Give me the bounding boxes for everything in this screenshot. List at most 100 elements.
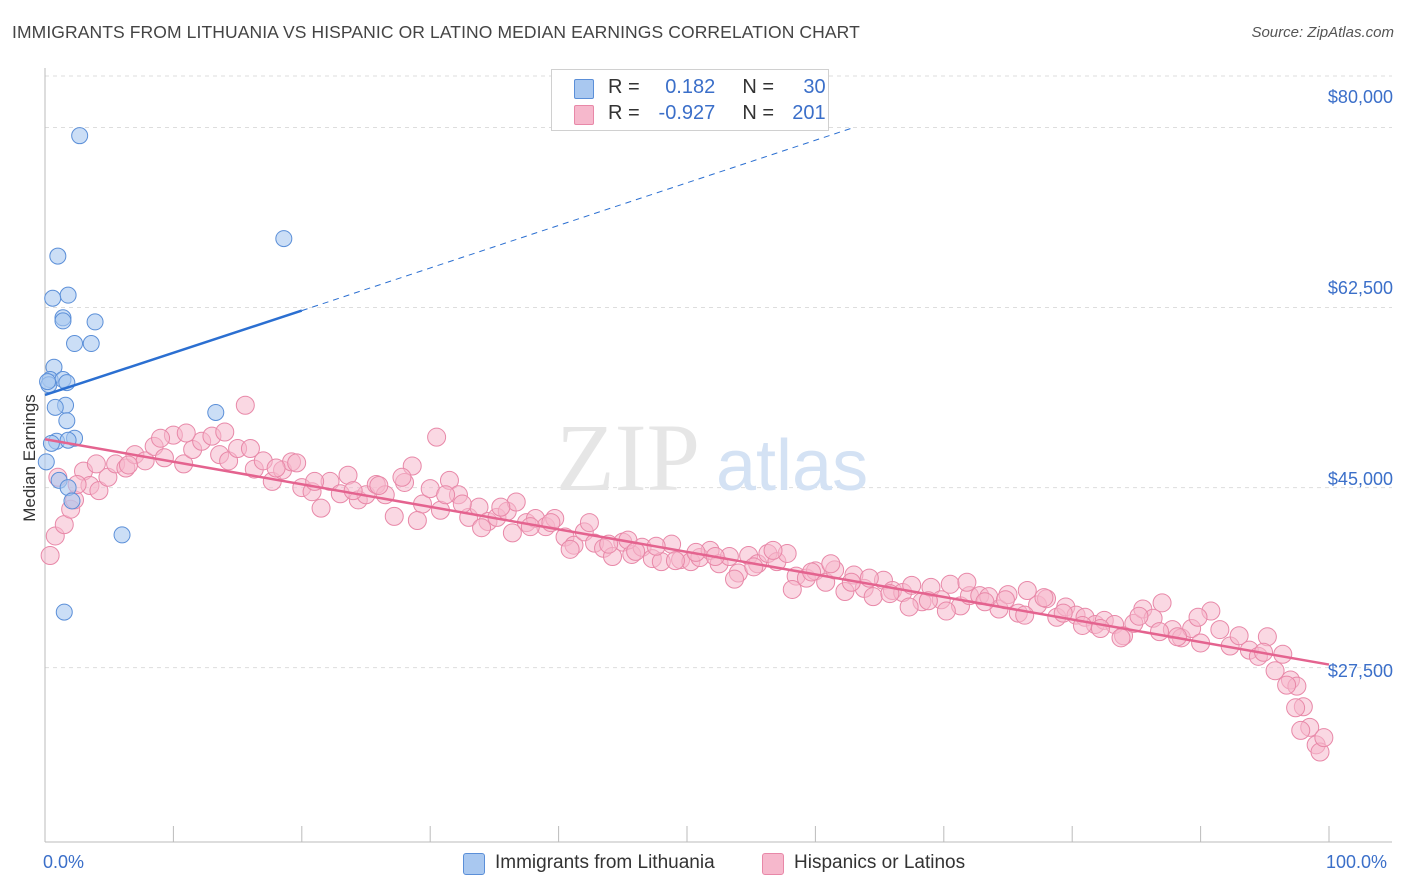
- hispanic-point: [1314, 728, 1334, 748]
- hispanic-point: [436, 485, 456, 505]
- hispanic-point: [863, 587, 883, 607]
- hispanic-point: [491, 497, 511, 517]
- hispanic-point: [1265, 661, 1285, 681]
- lithuania-point: [71, 127, 89, 145]
- hispanic-point: [936, 601, 956, 621]
- lithuania-points: [37, 127, 293, 621]
- hispanic-point: [940, 574, 960, 594]
- legend-r-value: 0.182: [665, 76, 716, 98]
- hispanic-point: [266, 458, 286, 478]
- x-tick-label-min: 0.0%: [43, 852, 85, 872]
- hispanic-point: [176, 423, 196, 443]
- legend-n-value: 30: [803, 76, 826, 98]
- grid-lines: [45, 75, 1392, 669]
- chart-title: IMMIGRANTS FROM LITHUANIA VS HISPANIC OR…: [12, 22, 860, 42]
- lithuania-point: [49, 247, 67, 265]
- hispanic-points: [40, 395, 1334, 762]
- y-axis-title: Median Earnings: [20, 394, 39, 522]
- lithuania-point: [86, 313, 104, 331]
- lithuania-point: [54, 312, 72, 330]
- hispanic-point: [472, 518, 492, 538]
- bottom-legend-label-hispanic: Hispanics or Latinos: [794, 852, 966, 873]
- hispanic-point: [502, 523, 522, 543]
- lithuania-point: [44, 289, 62, 307]
- hispanic-point: [975, 592, 995, 612]
- hispanic-point: [725, 569, 745, 589]
- source-label: Source: ZipAtlas.com: [1251, 24, 1394, 41]
- legend-n-label: N =: [742, 102, 775, 124]
- legend-swatch-blue: [574, 79, 594, 99]
- hispanic-point: [1291, 720, 1311, 740]
- y-tick-label-27500: $27,500: [1327, 661, 1393, 681]
- legend-r-label: R =: [608, 102, 640, 124]
- hispanic-point: [560, 539, 580, 559]
- hispanic-point: [343, 481, 363, 501]
- hispanic-point: [369, 476, 389, 496]
- lithuania-point: [39, 373, 57, 391]
- legend-r-label: R =: [608, 76, 640, 98]
- legend-r-value: -0.927: [658, 102, 716, 124]
- legend-swatch-pink: [574, 105, 594, 125]
- hispanic-trend-line: [44, 437, 1330, 666]
- lithuania-point: [207, 403, 225, 421]
- watermark-zip: ZIP: [556, 404, 700, 511]
- hispanic-point: [407, 511, 427, 531]
- watermark: ZIP atlas: [556, 404, 868, 511]
- lithuania-point: [42, 434, 60, 452]
- stats-legend: R = 0.182 N = 30 R = -0.927 N = 201: [551, 69, 829, 131]
- hispanic-point: [579, 513, 599, 533]
- hispanic-point: [86, 454, 106, 474]
- hispanic-point: [215, 422, 235, 442]
- trend-lines: [44, 126, 1330, 666]
- hispanic-point: [311, 498, 331, 518]
- hispanic-point: [899, 597, 919, 617]
- legend-n-label: N =: [742, 76, 775, 98]
- lithuania-point: [37, 453, 55, 471]
- hispanic-point: [151, 428, 171, 448]
- watermark-atlas: atlas: [716, 426, 868, 506]
- y-tick-label-80000: $80,000: [1327, 87, 1393, 107]
- lithuania-trend-line: [44, 309, 303, 397]
- hispanic-point: [287, 453, 307, 473]
- lithuania-point: [63, 492, 81, 510]
- hispanic-point: [1034, 588, 1054, 608]
- hispanic-point: [744, 557, 764, 577]
- hispanic-point: [384, 506, 404, 526]
- lithuania-point: [58, 412, 76, 430]
- hispanic-point: [89, 481, 109, 501]
- lithuania-point: [46, 398, 64, 416]
- hispanic-point: [1188, 607, 1208, 627]
- lithuania-point: [59, 431, 77, 449]
- hispanic-point: [40, 545, 60, 565]
- hispanic-point: [235, 395, 255, 415]
- lithuania-point: [113, 526, 131, 544]
- y-tick-label-62500: $62,500: [1327, 278, 1393, 298]
- lithuania-point: [55, 603, 73, 621]
- hispanic-point: [1150, 622, 1170, 642]
- hispanic-point: [821, 554, 841, 574]
- hispanic-point: [1152, 593, 1172, 613]
- hispanic-point: [392, 467, 412, 487]
- lithuania-point: [59, 286, 77, 304]
- hispanic-point: [1277, 675, 1297, 695]
- lithuania-trend-extension: [301, 126, 855, 312]
- bottom-legend-label-lithuania: Immigrants from Lithuania: [495, 852, 715, 873]
- hispanic-point: [665, 551, 685, 571]
- lithuania-point: [275, 230, 293, 248]
- hispanic-point: [782, 579, 802, 599]
- bottom-legend-swatch-pink: [762, 853, 784, 875]
- hispanic-point: [1286, 698, 1306, 718]
- lithuania-point: [82, 335, 100, 353]
- x-tick-label-max: 100.0%: [1326, 852, 1388, 872]
- hispanic-point: [1111, 628, 1131, 648]
- y-tick-label-45000: $45,000: [1327, 469, 1393, 489]
- hispanic-point: [1210, 620, 1230, 640]
- hispanic-point: [1129, 606, 1149, 626]
- hispanic-point: [118, 455, 138, 475]
- hispanic-point: [763, 540, 783, 560]
- legend-n-value: 201: [792, 102, 826, 124]
- lithuania-point: [66, 335, 84, 353]
- hispanic-point: [1229, 626, 1249, 646]
- hispanic-point: [154, 448, 174, 468]
